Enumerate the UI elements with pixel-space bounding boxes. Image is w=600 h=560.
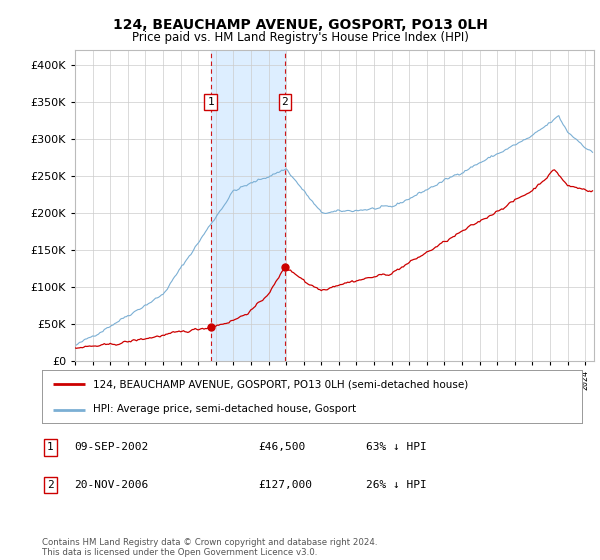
- Text: 09-SEP-2002: 09-SEP-2002: [74, 442, 149, 452]
- Text: £127,000: £127,000: [258, 480, 312, 490]
- Text: 63% ↓ HPI: 63% ↓ HPI: [366, 442, 427, 452]
- Text: 2: 2: [281, 97, 288, 107]
- Text: Contains HM Land Registry data © Crown copyright and database right 2024.
This d: Contains HM Land Registry data © Crown c…: [42, 538, 377, 557]
- Text: 20-NOV-2006: 20-NOV-2006: [74, 480, 149, 490]
- Text: 124, BEAUCHAMP AVENUE, GOSPORT, PO13 0LH: 124, BEAUCHAMP AVENUE, GOSPORT, PO13 0LH: [113, 18, 487, 32]
- Text: 1: 1: [207, 97, 214, 107]
- Text: 26% ↓ HPI: 26% ↓ HPI: [366, 480, 427, 490]
- Text: 2: 2: [47, 480, 53, 490]
- Text: 1: 1: [47, 442, 53, 452]
- Text: HPI: Average price, semi-detached house, Gosport: HPI: Average price, semi-detached house,…: [94, 404, 356, 414]
- Text: £46,500: £46,500: [258, 442, 305, 452]
- Text: 124, BEAUCHAMP AVENUE, GOSPORT, PO13 0LH (semi-detached house): 124, BEAUCHAMP AVENUE, GOSPORT, PO13 0LH…: [94, 380, 469, 390]
- Bar: [211, 50, 284, 361]
- Text: Price paid vs. HM Land Registry's House Price Index (HPI): Price paid vs. HM Land Registry's House …: [131, 31, 469, 44]
